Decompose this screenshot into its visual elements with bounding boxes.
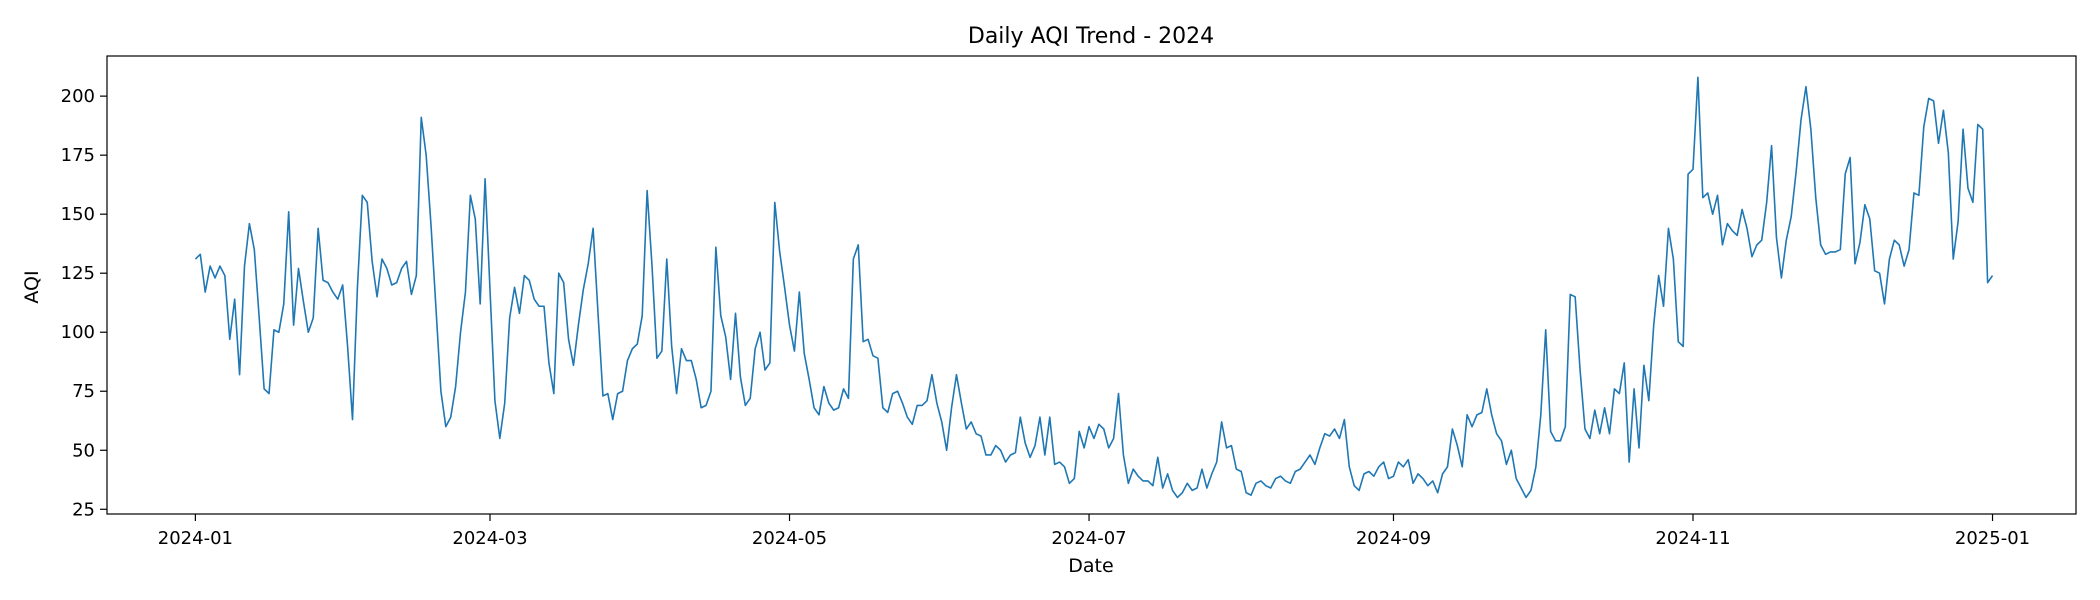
plot-frame [106, 55, 2077, 515]
x-tick-label: 2025-01 [1955, 528, 2030, 549]
chart-title: Daily AQI Trend - 2024 [968, 24, 1214, 49]
x-tick-label: 2024-05 [752, 528, 827, 549]
y-tick-label: 50 [72, 440, 95, 461]
y-tick-label: 125 [61, 263, 95, 284]
y-tick-label: 175 [61, 145, 95, 166]
y-tick-label: 75 [72, 381, 95, 402]
x-tick-label: 2024-01 [158, 528, 233, 549]
y-axis-ticks: 25 50 75 100 125 150 175 200 [61, 86, 107, 520]
plot-data-group [194, 76, 1994, 499]
x-tick-label: 2024-09 [1356, 528, 1431, 549]
x-tick-label: 2024-07 [1051, 528, 1126, 549]
y-tick-label: 100 [61, 322, 95, 343]
x-axis-label: Date [1068, 555, 1113, 577]
aqi-series-line [194, 76, 1994, 499]
y-axis-label: AQI [21, 270, 43, 303]
y-tick-label: 150 [61, 204, 95, 225]
y-tick-label: 200 [61, 86, 95, 107]
x-tick-label: 2024-11 [1655, 528, 1730, 549]
x-tick-label: 2024-03 [452, 528, 527, 549]
x-axis-ticks: 2024-01 2024-03 2024-05 2024-07 2024-09 2024-… [158, 514, 2030, 549]
y-tick-label: 25 [72, 499, 95, 520]
